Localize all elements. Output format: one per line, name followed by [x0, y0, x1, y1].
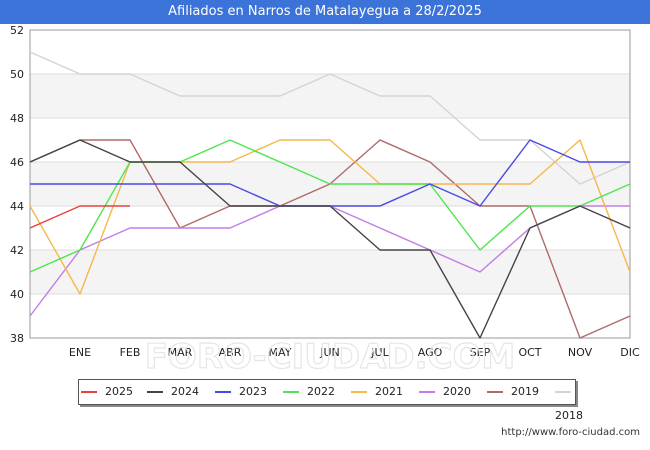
legend-item-2021: 2021	[351, 380, 403, 404]
legend-swatch	[81, 391, 97, 393]
legend-swatch	[555, 391, 571, 393]
legend-swatch	[215, 391, 231, 393]
x-tick-label: JUN	[319, 346, 340, 359]
legend-label: 2023	[239, 385, 267, 398]
legend-swatch	[419, 391, 435, 393]
legend-item-2024: 2024	[147, 380, 199, 404]
plot-band	[30, 74, 630, 118]
chart-title: Afiliados en Narros de Matalayegua a 28/…	[168, 4, 482, 19]
x-tick-label: OCT	[518, 346, 541, 359]
x-tick-label: MAR	[168, 346, 193, 359]
legend-label: 2024	[171, 385, 199, 398]
y-tick-label: 46	[10, 156, 24, 169]
x-tick-label: AGO	[418, 346, 443, 359]
x-tick-label: JUL	[370, 346, 389, 359]
title-bar	[0, 0, 650, 24]
legend: 2025 2024 2023 2022 2021 2020 2019 2018	[78, 379, 583, 422]
legend-item-2020: 2020	[419, 380, 471, 404]
legend-label: 2022	[307, 385, 335, 398]
legend-swatch	[351, 391, 367, 393]
y-tick-label: 50	[10, 68, 24, 81]
x-tick-label: ENE	[69, 346, 91, 359]
legend-item-2022: 2022	[283, 380, 335, 404]
legend-swatch	[487, 391, 503, 393]
x-tick-label: MAY	[269, 346, 292, 359]
y-tick-label: 48	[10, 112, 24, 125]
y-tick-label: 44	[10, 200, 24, 213]
y-tick-label: 42	[10, 244, 24, 257]
legend-label: 2018	[555, 409, 583, 422]
legend-item-2019: 2019	[487, 380, 539, 404]
legend-item-2025: 2025	[81, 380, 133, 404]
plot-band	[30, 30, 630, 74]
legend-label: 2025	[105, 385, 133, 398]
legend-item-2023: 2023	[215, 380, 267, 404]
plot-band	[30, 294, 630, 338]
legend-label: 2020	[443, 385, 471, 398]
y-tick-label: 40	[10, 288, 24, 301]
x-tick-label: ABR	[219, 346, 242, 359]
source-link[interactable]: http://www.foro-ciudad.com	[501, 427, 640, 438]
plot-band	[30, 206, 630, 250]
y-tick-label: 52	[10, 24, 24, 37]
x-tick-label: FEB	[120, 346, 141, 359]
x-tick-label: DIC	[620, 346, 640, 359]
x-tick-label: SEP	[470, 346, 491, 359]
series-line-2025	[29, 205, 130, 229]
x-tick-label: NOV	[568, 346, 593, 359]
series-line-2024	[29, 139, 631, 339]
watermark: FORO-CIUDAD.COM	[145, 337, 516, 377]
legend-label: 2019	[511, 385, 539, 398]
legend-swatch	[147, 391, 163, 393]
legend-swatch	[283, 391, 299, 393]
legend-label: 2021	[375, 385, 403, 398]
plot-band	[30, 250, 630, 294]
y-tick-label: 38	[10, 332, 24, 345]
legend-item-2018: 2018	[555, 380, 583, 422]
